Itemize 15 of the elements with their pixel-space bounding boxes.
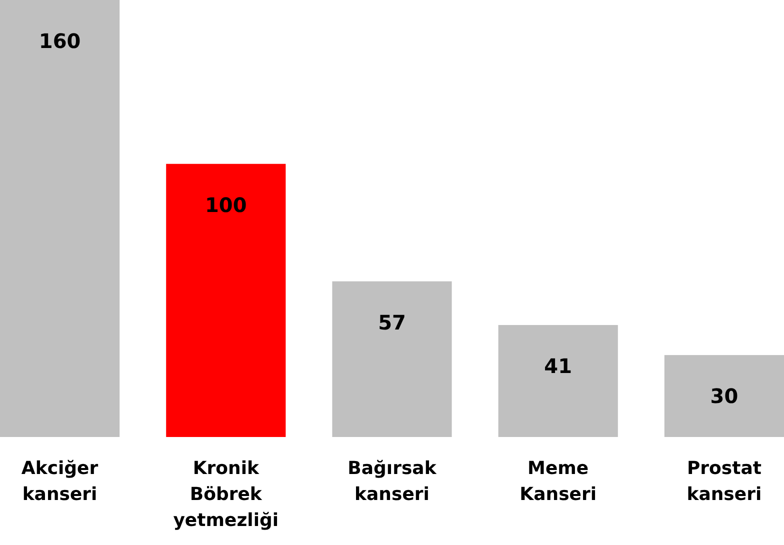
data-label: 41	[544, 354, 572, 378]
data-label: 160	[38, 29, 81, 53]
data-label: 57	[378, 310, 406, 334]
data-label: 30	[710, 384, 738, 408]
bar	[166, 164, 286, 437]
bar	[498, 325, 618, 437]
x-tick-label: Akciğer kanseri	[21, 458, 98, 505]
x-tick-label: Meme Kanseri	[520, 458, 597, 505]
bar	[664, 355, 784, 437]
x-tick-label: Prostat kanseri	[686, 458, 762, 505]
x-tick-label: Bağırsak kanseri	[348, 458, 438, 505]
x-tick-label: Kronik Böbrek yetmezliği	[173, 458, 279, 531]
data-label: 100	[205, 192, 247, 217]
bar	[332, 281, 452, 437]
bar	[0, 0, 120, 437]
